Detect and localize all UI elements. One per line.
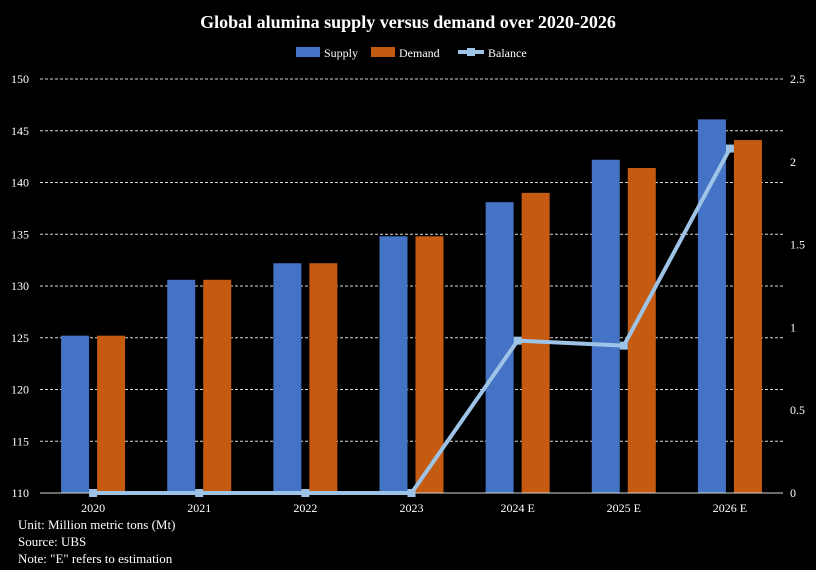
legend-label-balance: Balance: [488, 46, 527, 60]
balance-marker: [513, 336, 522, 345]
gridlines: [40, 78, 783, 442]
supply-bar: [697, 119, 726, 494]
y-right-tick-label: 1.5: [790, 238, 805, 252]
source-note: Source: UBS: [18, 534, 87, 549]
balance-marker: [725, 144, 734, 153]
supply-bar: [61, 335, 90, 493]
y-left-tick-label: 110: [11, 486, 29, 500]
y-left-tick-label: 125: [11, 331, 29, 345]
legend-swatch-demand: [371, 47, 395, 57]
bars: [61, 119, 762, 494]
y-left-tick-label: 145: [11, 124, 29, 138]
y-left-tick-label: 120: [11, 383, 29, 397]
supply-bar: [167, 279, 196, 493]
x-tick-label: 2025 E: [607, 501, 641, 515]
supply-bar: [591, 159, 620, 494]
y-right-tick-label: 0: [790, 486, 796, 500]
x-tick-label: 2021: [187, 501, 211, 515]
y-right-tick-label: 0.5: [790, 403, 805, 417]
y-right-tick-label: 1: [790, 320, 796, 334]
y-left-tick-label: 115: [11, 434, 29, 448]
y-left-tick-label: 140: [11, 176, 29, 190]
y-left-tick-label: 150: [11, 72, 29, 86]
demand-bar: [415, 236, 444, 493]
balance-marker: [195, 489, 204, 497]
x-tick-label: 2026 E: [713, 501, 747, 515]
y-right-tick-label: 2: [790, 155, 796, 169]
demand-bar: [309, 263, 338, 493]
balance-line: [89, 144, 734, 497]
x-tick-label: 2024 E: [500, 501, 534, 515]
axes: 110 115 120 125 130 135 140 145 150 0 0.5 1 1.5 2 2.5 2…: [11, 72, 805, 515]
supply-bar: [379, 236, 408, 493]
balance-marker: [301, 489, 310, 497]
estimation-note: Note: "E" refers to estimation: [18, 551, 173, 566]
footnotes: Unit: Million metric tons (Mt) Source: U…: [18, 516, 175, 567]
legend-label-demand: Demand: [399, 46, 440, 60]
y-left-tick-label: 130: [11, 279, 29, 293]
supply-bar: [273, 263, 302, 493]
balance-marker: [407, 489, 416, 497]
demand-bar: [733, 140, 762, 493]
demand-bar: [203, 279, 232, 493]
legend-label-supply: Supply: [324, 46, 358, 60]
chart-title: Global alumina supply versus demand over…: [200, 12, 616, 32]
y-left-tick-label: 135: [11, 227, 29, 241]
x-tick-label: 2023: [400, 501, 424, 515]
legend: Supply Demand Balance: [296, 46, 527, 60]
supply-bar: [485, 202, 514, 494]
balance-marker: [89, 489, 98, 497]
legend-marker-balance: [467, 48, 475, 56]
x-tick-label: 2020: [81, 501, 105, 515]
unit-note: Unit: Million metric tons (Mt): [18, 517, 176, 532]
y-right-tick-label: 2.5: [790, 72, 805, 86]
balance-marker: [619, 341, 628, 350]
chart: Global alumina supply versus demand over…: [11, 12, 805, 515]
demand-bar: [97, 335, 126, 493]
legend-swatch-supply: [296, 47, 320, 57]
x-tick-label: 2022: [293, 501, 317, 515]
